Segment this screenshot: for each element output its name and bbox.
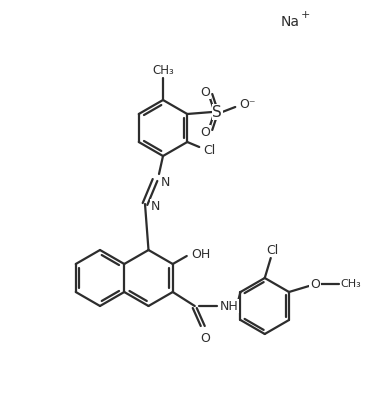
Text: O: O <box>310 277 320 290</box>
Text: O⁻: O⁻ <box>239 97 256 110</box>
Text: O: O <box>200 331 210 344</box>
Text: O: O <box>200 126 210 139</box>
Text: S: S <box>212 104 222 119</box>
Text: O: O <box>200 85 210 98</box>
Text: Na: Na <box>281 15 300 29</box>
Text: +: + <box>300 10 310 20</box>
Text: N: N <box>150 199 160 212</box>
Text: CH₃: CH₃ <box>341 279 361 289</box>
Text: NH: NH <box>219 299 238 312</box>
Text: N: N <box>160 175 170 188</box>
Text: CH₃: CH₃ <box>152 63 174 76</box>
Text: Cl: Cl <box>203 143 215 156</box>
Text: OH: OH <box>191 247 210 260</box>
Text: Cl: Cl <box>267 243 279 256</box>
